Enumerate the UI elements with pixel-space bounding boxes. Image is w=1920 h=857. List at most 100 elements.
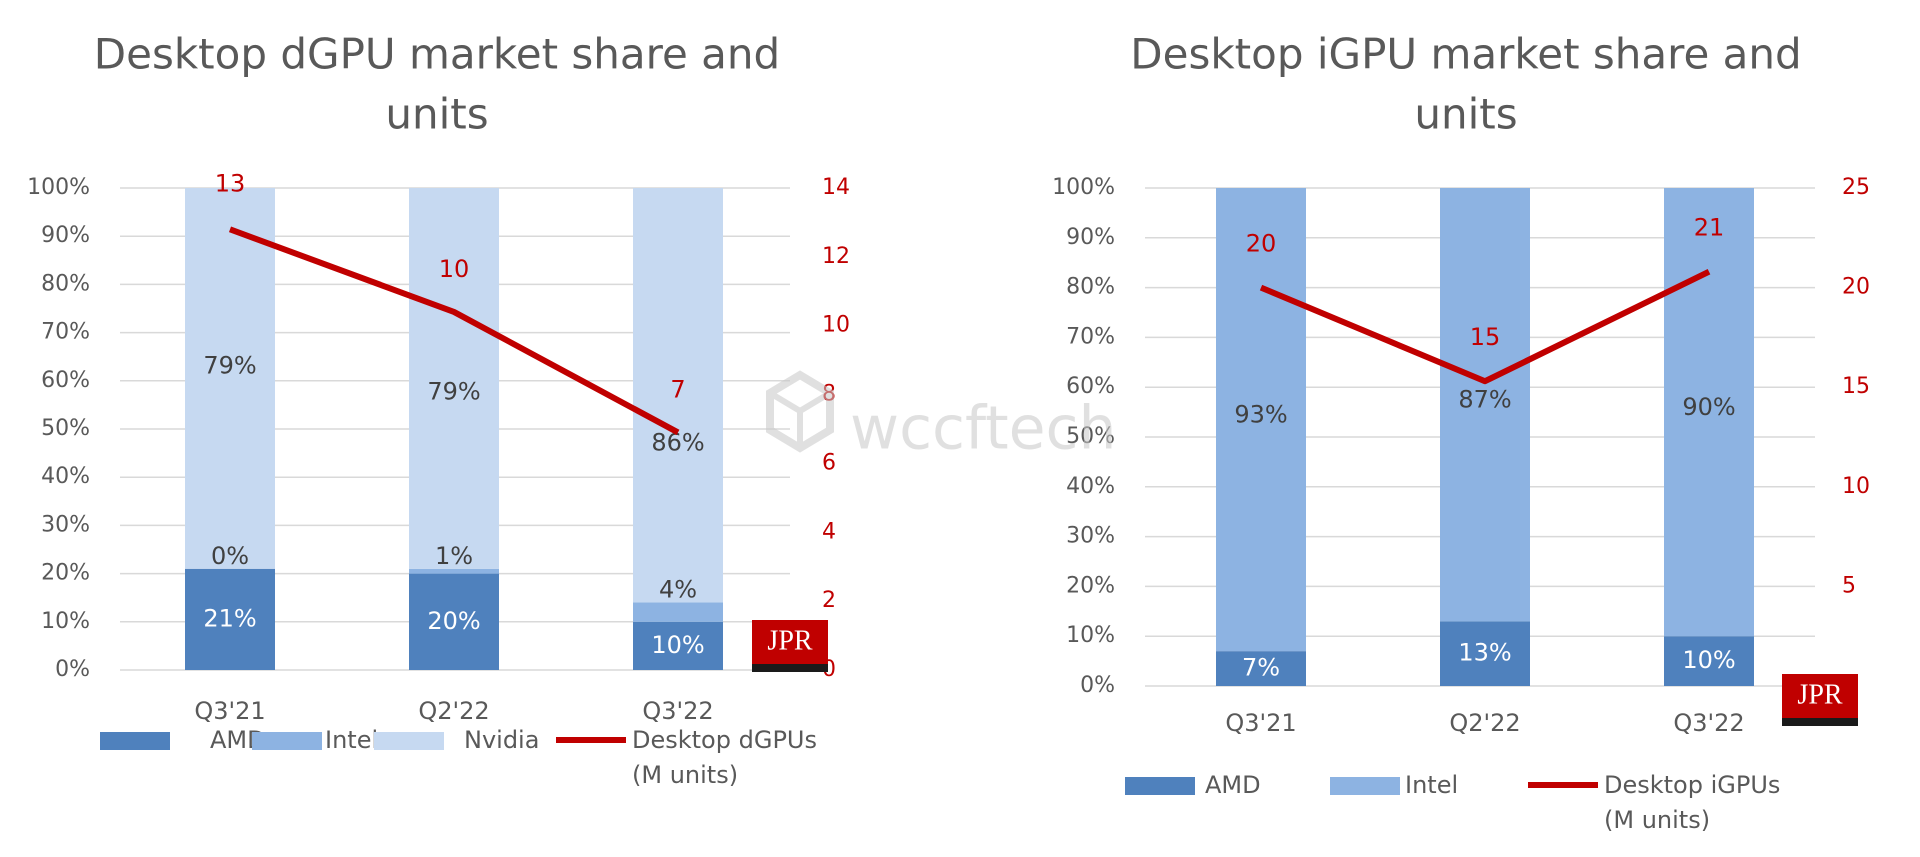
y-tick-label: 70% (1066, 324, 1115, 349)
y-tick-label: 20% (41, 561, 90, 586)
line-data-label: 15 (1470, 323, 1501, 351)
y2-tick-label: 20 (1842, 275, 1870, 300)
bar-segment-amd (185, 568, 275, 670)
y-tick-label: 70% (41, 320, 90, 345)
data-label-amd: 20% (427, 607, 480, 635)
jpr-logo-text: JPR (1797, 679, 1842, 710)
y-tick-label: 30% (41, 512, 90, 537)
chart-title-line: Desktop iGPU market share and (1130, 30, 1801, 79)
y-tick-label: 60% (1066, 374, 1115, 399)
y-tick-label: 0% (1080, 673, 1115, 698)
watermark: wccftech (766, 370, 1117, 464)
legend-label-intel: Intel (325, 726, 378, 754)
y-tick-label: 90% (1066, 225, 1115, 250)
chart-title-line: units (1414, 90, 1517, 139)
y-tick-label: 20% (1066, 573, 1115, 598)
y-tick-label: 40% (1066, 474, 1115, 499)
y2-tick-label: 10 (1842, 474, 1870, 499)
x-tick-label: Q2'22 (418, 697, 489, 725)
bar-segment-intel (409, 568, 499, 574)
bar-segment-nvidia (409, 188, 499, 569)
y2-tick-label: 12 (822, 244, 850, 269)
bar-segment-intel (1440, 188, 1530, 622)
jpr-logo-strip (752, 664, 828, 672)
bar-segment-intel (633, 602, 723, 622)
x-tick-label: Q3'21 (1225, 709, 1296, 737)
units-line (1259, 268, 1711, 385)
data-label-amd: 10% (651, 631, 704, 659)
legend-label-nvidia: Nvidia (464, 726, 539, 754)
legend-label-line: (M units) (632, 761, 738, 789)
legend: AMD Intel Desktop iGPUs (M units) (1125, 771, 1780, 834)
x-tick-label: Q3'21 (194, 697, 265, 725)
y-tick-label: 0% (55, 657, 90, 682)
legend-swatch-amd (100, 732, 170, 750)
y2-tick-label: 6 (822, 450, 836, 475)
y2-tick-label: 2 (822, 588, 836, 613)
y2-tick-label: 25 (1842, 175, 1870, 200)
jpr-logo-left: JPR (752, 620, 828, 672)
y-tick-label: 10% (1066, 623, 1115, 648)
y-tick-label: 80% (41, 271, 90, 296)
chart-dgpu: Desktop dGPU market share and units 0% 10% 2… (27, 30, 850, 790)
jpr-logo-box (752, 620, 828, 670)
data-label-intel: 4% (659, 576, 697, 604)
y-tick-label: 10% (41, 609, 90, 634)
watermark-text: wccftech (850, 394, 1117, 464)
legend-swatch-intel (252, 732, 322, 750)
data-label-amd: 21% (203, 604, 256, 632)
jpr-logo-text: JPR (767, 625, 812, 656)
x-tick-label: Q3'22 (1673, 709, 1744, 737)
legend-label-amd: AMD (1205, 771, 1261, 799)
legend-swatch-nvidia (374, 732, 444, 750)
data-label-nvidia: 79% (203, 351, 256, 379)
line-data-label: 10 (439, 255, 470, 283)
legend-label-intel: Intel (1405, 771, 1458, 799)
chart-title-line: units (385, 90, 488, 139)
y-tick-label: 100% (1052, 175, 1115, 200)
bar-segment-nvidia (633, 188, 723, 603)
bar-segment-intel (1664, 188, 1754, 637)
y2-tick-label: 14 (822, 175, 850, 200)
y2-tick-label: 5 (1842, 573, 1856, 598)
legend-swatch-amd (1125, 777, 1195, 795)
data-label-amd: 7% (1242, 654, 1280, 682)
y-tick-label: 80% (1066, 275, 1115, 300)
data-label-amd: 10% (1682, 646, 1735, 674)
y2-tick-label: 4 (822, 519, 836, 544)
chart-title-line: Desktop dGPU market share and (94, 30, 780, 79)
data-label-nvidia: 86% (651, 428, 704, 456)
y-tick-label: 100% (27, 175, 90, 200)
jpr-logo-right: JPR (1782, 674, 1858, 726)
legend-label-line: (M units) (1604, 806, 1710, 834)
jpr-logo-strip (1782, 718, 1858, 726)
x-tick-label: Q3'22 (642, 697, 713, 725)
data-label-intel: 87% (1458, 386, 1511, 414)
bar-segment-amd (1664, 636, 1754, 686)
line-data-label: 13 (215, 169, 246, 197)
units-line (228, 226, 680, 436)
bar-segment-amd (1440, 621, 1530, 686)
y-tick-label: 90% (41, 223, 90, 248)
legend-label-line: Desktop dGPUs (632, 726, 817, 754)
data-label-intel: 1% (435, 542, 473, 570)
y2-tick-label: 15 (1842, 374, 1870, 399)
bar-segment-amd (1216, 651, 1306, 686)
bar-segment-intel (1216, 188, 1306, 652)
legend: AMD Intel Nvidia Desktop dGPUs(M units) (100, 726, 817, 789)
watermark-cube-icon (766, 370, 834, 453)
y-tick-label: 60% (41, 368, 90, 393)
y-tick-label: 30% (1066, 524, 1115, 549)
line-data-label: 21 (1694, 214, 1725, 242)
y-tick-label: 50% (41, 416, 90, 441)
legend-label-line: Desktop iGPUs (1604, 771, 1780, 799)
bar-segment-amd (409, 573, 499, 670)
data-label-intel: 90% (1682, 393, 1735, 421)
y-tick-label: 40% (41, 464, 90, 489)
bar-segment-nvidia (185, 188, 275, 569)
data-label-intel: 93% (1234, 401, 1287, 429)
x-tick-label: Q2'22 (1449, 709, 1520, 737)
legend-swatch-intel (1330, 777, 1400, 795)
bar-segment-amd (633, 621, 723, 670)
line-data-label: 20 (1246, 230, 1277, 258)
